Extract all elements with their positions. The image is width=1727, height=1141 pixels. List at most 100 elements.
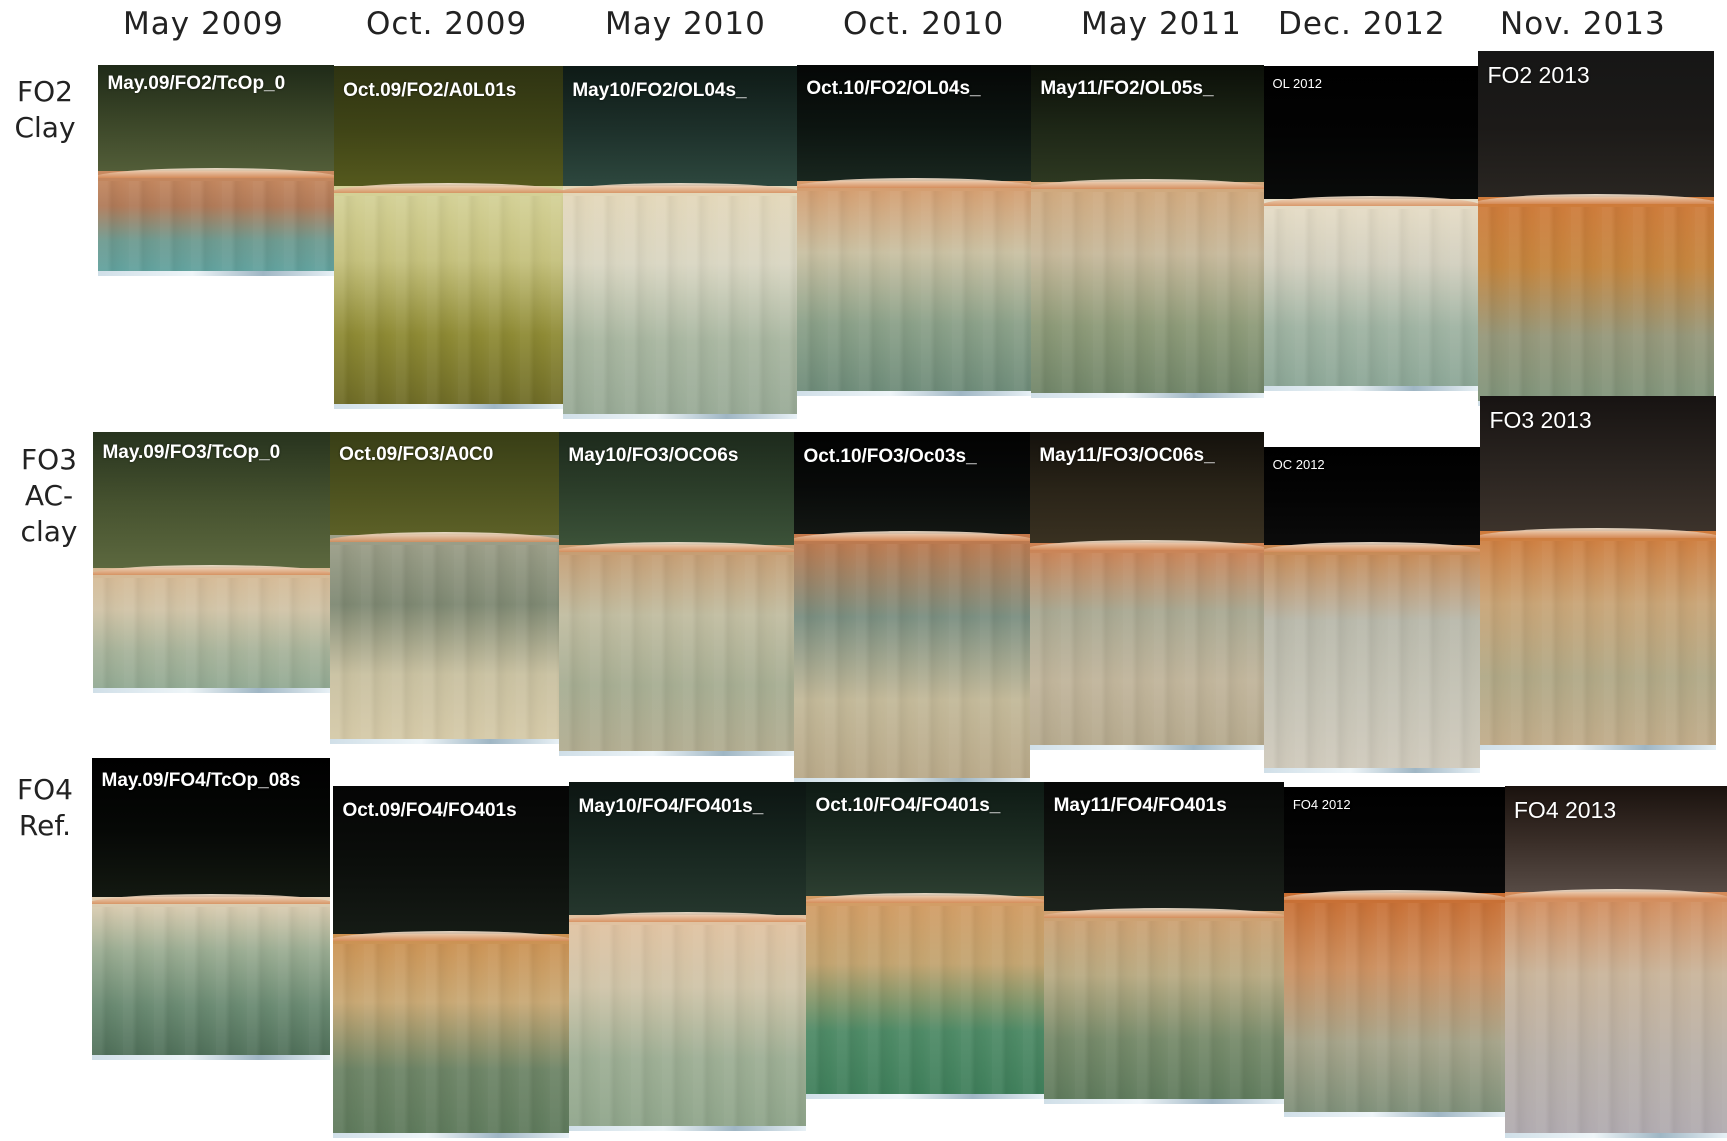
water-column bbox=[1284, 787, 1505, 899]
photo-dec-2012-fo2: OL 2012 bbox=[1264, 66, 1478, 391]
sediment-texture bbox=[1264, 209, 1478, 391]
sediment-water-interface bbox=[806, 893, 1044, 903]
water-column bbox=[1031, 65, 1264, 188]
sediment-texture bbox=[1031, 192, 1264, 398]
core-baseline bbox=[333, 1133, 569, 1138]
column-header-may-2009: May 2009 bbox=[123, 6, 284, 42]
core-baseline bbox=[1044, 1099, 1284, 1104]
sediment-water-interface bbox=[1478, 194, 1714, 204]
sediment-water-interface bbox=[794, 531, 1030, 541]
photo-may-2011-fo3: May11/FO3/OC06s_ bbox=[1030, 432, 1264, 750]
sediment-layer bbox=[1505, 892, 1727, 1138]
core-baseline bbox=[1505, 1133, 1727, 1138]
photo-caption: Oct.10/FO4/FO401s_ bbox=[815, 794, 1001, 816]
photo-nov-2013-fo4: FO4 2013 bbox=[1505, 786, 1727, 1138]
sediment-water-interface bbox=[92, 894, 330, 904]
sediment-water-interface bbox=[93, 565, 330, 575]
sediment-layer bbox=[93, 568, 330, 693]
sediment-water-interface bbox=[1264, 196, 1478, 206]
water-column bbox=[1044, 782, 1284, 917]
sediment-layer bbox=[1031, 182, 1264, 398]
water-column bbox=[1480, 396, 1716, 537]
water-column bbox=[1505, 786, 1727, 898]
sediment-layer bbox=[1030, 543, 1264, 750]
sediment-texture bbox=[92, 907, 330, 1060]
sediment-layer bbox=[92, 897, 330, 1060]
column-header-may-2011: May 2011 bbox=[1081, 6, 1242, 42]
sediment-texture bbox=[93, 578, 330, 693]
photo-may-2010-fo3: May10/FO3/OCO6s bbox=[559, 432, 794, 756]
water-column bbox=[1478, 51, 1714, 203]
row-label-fo4-ref: FO4 Ref. bbox=[17, 773, 73, 842]
sediment-layer bbox=[569, 915, 806, 1131]
photo-caption: May11/FO2/OL05s_ bbox=[1040, 78, 1214, 100]
core-baseline bbox=[93, 688, 330, 693]
photo-caption: May11/FO4/FO401s bbox=[1053, 794, 1227, 816]
photo-may-2011-fo4: May11/FO4/FO401s bbox=[1044, 782, 1284, 1104]
sediment-texture bbox=[794, 544, 1030, 783]
core-baseline bbox=[334, 404, 563, 409]
core-baseline bbox=[98, 271, 334, 276]
photo-may-2009-fo2: May.09/FO2/TcOp_0 bbox=[98, 65, 334, 276]
core-baseline bbox=[1480, 745, 1716, 750]
photo-oct-2010-fo4: Oct.10/FO4/FO401s_ bbox=[806, 782, 1044, 1099]
photo-caption: OL 2012 bbox=[1272, 75, 1322, 91]
water-column bbox=[98, 65, 334, 177]
sediment-water-interface bbox=[569, 912, 806, 922]
sediment-texture bbox=[1480, 541, 1716, 750]
sediment-water-interface bbox=[1044, 908, 1284, 918]
photo-caption: May.09/FO2/TcOp_0 bbox=[107, 73, 286, 95]
water-column bbox=[92, 758, 330, 903]
photo-caption: Oct.10/FO2/OL04s_ bbox=[806, 78, 981, 100]
core-baseline bbox=[1031, 393, 1264, 398]
core-baseline bbox=[1030, 745, 1264, 750]
photo-oct-2009-fo3: Oct.09/FO3/A0C0 bbox=[330, 432, 559, 744]
sediment-texture bbox=[563, 196, 797, 419]
row-label-fo3-ac-clay: FO3 AC- clay bbox=[20, 443, 78, 548]
core-baseline bbox=[794, 778, 1030, 783]
photo-may-2011-fo2: May11/FO2/OL05s_ bbox=[1031, 65, 1264, 398]
sediment-layer bbox=[1264, 545, 1480, 773]
photo-oct-2010-fo3: Oct.10/FO3/Oc03s_ bbox=[794, 432, 1030, 783]
photo-caption: FO3 2013 bbox=[1489, 406, 1592, 433]
core-baseline bbox=[806, 1094, 1044, 1099]
sediment-texture bbox=[1030, 553, 1264, 750]
water-column bbox=[334, 66, 563, 192]
column-header-oct-2010: Oct. 2010 bbox=[843, 6, 1005, 42]
photo-nov-2013-fo2: FO2 2013 bbox=[1478, 51, 1714, 406]
sediment-water-interface bbox=[1480, 528, 1716, 538]
sediment-layer bbox=[330, 535, 559, 744]
water-column bbox=[794, 432, 1030, 540]
sediment-layer bbox=[1478, 197, 1714, 406]
photo-caption: May10/FO2/OL04s_ bbox=[572, 80, 747, 102]
water-column bbox=[330, 432, 559, 541]
water-column bbox=[1264, 66, 1478, 205]
water-column bbox=[1030, 432, 1264, 549]
photo-caption: Oct.09/FO3/A0C0 bbox=[339, 444, 494, 466]
sediment-layer bbox=[1480, 531, 1716, 750]
core-baseline bbox=[92, 1055, 330, 1060]
photo-caption: OC 2012 bbox=[1272, 456, 1325, 472]
photo-may-2010-fo2: May10/FO2/OL04s_ bbox=[563, 66, 797, 419]
sediment-texture bbox=[98, 181, 334, 276]
photo-may-2009-fo4: May.09/FO4/TcOp_08s bbox=[92, 758, 330, 1060]
core-baseline bbox=[1264, 768, 1480, 773]
water-column bbox=[563, 66, 797, 192]
sediment-water-interface bbox=[797, 178, 1031, 188]
photo-caption: May10/FO3/OCO6s bbox=[568, 444, 739, 466]
sediment-layer bbox=[1284, 893, 1505, 1117]
photo-nov-2013-fo3: FO3 2013 bbox=[1480, 396, 1716, 750]
core-baseline bbox=[559, 751, 794, 756]
water-column bbox=[806, 782, 1044, 902]
photo-oct-2010-fo2: Oct.10/FO2/OL04s_ bbox=[797, 65, 1031, 396]
photo-caption: Oct.09/FO4/FO401s bbox=[342, 800, 517, 822]
sediment-texture bbox=[797, 191, 1031, 396]
photo-caption: May11/FO3/OC06s_ bbox=[1039, 444, 1215, 466]
photo-dec-2012-fo4: FO4 2012 bbox=[1284, 787, 1505, 1117]
row-label-fo2-clay: FO2 Clay bbox=[14, 75, 76, 144]
water-column bbox=[559, 432, 794, 551]
sediment-water-interface bbox=[330, 532, 559, 542]
water-column bbox=[797, 65, 1031, 187]
sediment-water-interface bbox=[98, 168, 334, 178]
column-header-dec-2012: Dec. 2012 bbox=[1278, 6, 1446, 42]
